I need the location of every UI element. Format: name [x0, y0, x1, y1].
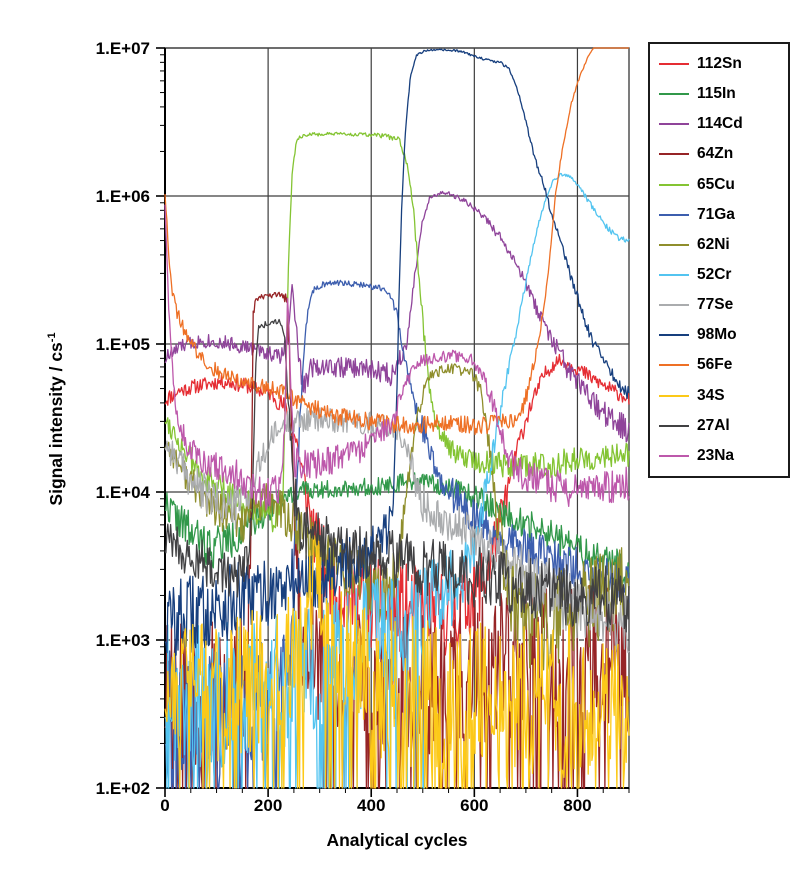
legend-entry: 23Na — [650, 447, 788, 465]
x-tick-label: 600 — [460, 796, 489, 815]
y-axis-title: Signal intensity / cs-1 — [46, 239, 70, 599]
x-tick-label: 400 — [357, 796, 386, 815]
legend-entry-label: 62Ni — [697, 235, 730, 253]
legend-swatch-line — [659, 93, 689, 96]
legend-swatch-line — [659, 63, 689, 66]
series-line-71Ga — [164, 279, 630, 789]
y-tick-label: 1.E+07 — [95, 39, 150, 58]
legend: 112Sn 115In 114Cd 64Zn 65Cu 71Ga 62Ni 52Cr 77Se 9… — [648, 42, 790, 478]
legend-swatch-line — [659, 243, 689, 246]
y-tick-label: 1.E+04 — [95, 483, 150, 502]
legend-entry: 115In — [650, 85, 788, 103]
legend-swatch-line — [659, 153, 689, 156]
series-line-27Al — [164, 318, 630, 633]
legend-swatch-line — [659, 364, 689, 367]
legend-entry-label: 112Sn — [697, 55, 742, 73]
legend-entry: 52Cr — [650, 266, 788, 284]
legend-entry: 112Sn — [650, 55, 788, 73]
x-axis-title: Analytical cycles — [326, 830, 468, 850]
series-line-65Cu — [164, 131, 630, 533]
legend-entry: 77Se — [650, 296, 788, 314]
legend-entry-label: 98Mo — [697, 326, 737, 344]
legend-swatch-line — [659, 394, 689, 397]
legend-swatch-line — [659, 213, 689, 216]
legend-entry: 114Cd — [650, 115, 788, 133]
legend-entry: 62Ni — [650, 236, 788, 254]
legend-entry-label: 114Cd — [697, 115, 743, 133]
series-line-23Na — [164, 204, 630, 511]
series-line-98Mo — [164, 48, 630, 657]
legend-entry: 34S — [650, 387, 788, 405]
legend-swatch-line — [659, 334, 689, 337]
series-line-62Ni — [164, 363, 630, 671]
legend-entry-label: 56Fe — [697, 356, 733, 374]
legend-swatch-line — [659, 454, 689, 457]
legend-entry: 71Ga — [650, 206, 788, 224]
legend-entry: 98Mo — [650, 326, 788, 344]
legend-entry: 65Cu — [650, 176, 788, 194]
legend-entry-label: 27Al — [697, 416, 730, 434]
legend-swatch-line — [659, 424, 689, 427]
legend-entry: 64Zn — [650, 145, 788, 163]
y-axis-title-text: Signal intensity / cs — [46, 342, 66, 506]
series-line-52Cr — [164, 172, 630, 789]
legend-entry-label: 52Cr — [697, 266, 732, 284]
legend-swatch-line — [659, 274, 689, 277]
legend-entry-label: 77Se — [697, 296, 734, 314]
y-tick-label: 1.E+03 — [95, 631, 150, 650]
legend-entry-label: 34S — [697, 386, 725, 404]
legend-entry-label: 71Ga — [697, 205, 735, 223]
legend-entry: 27Al — [650, 417, 788, 435]
series-line-34S — [164, 530, 630, 789]
x-tick-label: 200 — [253, 796, 283, 815]
x-tick-label: 0 — [160, 796, 170, 815]
legend-entry: 56Fe — [650, 356, 788, 374]
legend-swatch-line — [659, 183, 689, 186]
y-axis-title-superscript: -1 — [46, 332, 59, 343]
x-tick-label: 800 — [563, 796, 592, 815]
y-tick-label: 1.E+05 — [95, 335, 150, 354]
legend-entry-label: 64Zn — [697, 145, 734, 163]
legend-swatch-line — [659, 123, 689, 126]
legend-swatch-line — [659, 304, 689, 307]
y-tick-label: 1.E+02 — [95, 779, 150, 798]
legend-entry-label: 65Cu — [697, 175, 735, 193]
legend-entry-label: 115In — [697, 85, 736, 103]
legend-entry-label: 23Na — [697, 446, 735, 464]
y-tick-label: 1.E+06 — [95, 187, 150, 206]
